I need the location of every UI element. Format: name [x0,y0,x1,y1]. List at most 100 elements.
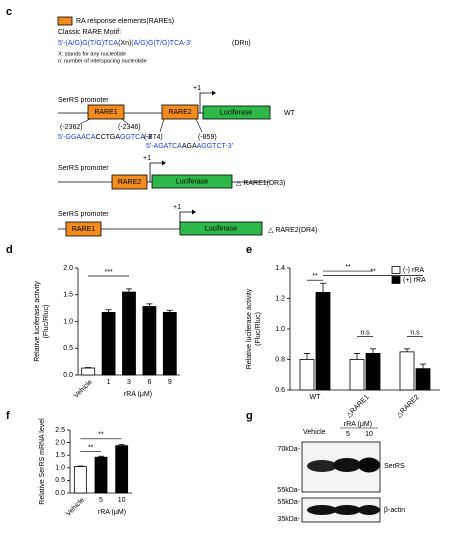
protein-label: β-actin [384,507,405,514]
y-tick-label: 1.0 [63,318,73,325]
y-tick-label: 0.8 [275,356,285,363]
reporter-box [179,221,263,236]
protein-label: SerRS [384,463,405,470]
site-sequence: 5'-AGATCAAGAAGGTCT-3' [146,143,233,150]
significance-label: ** [98,432,104,439]
sequence-part: GGTCA-3' [120,134,152,141]
bar [101,312,116,376]
x-tick-label: 5 [99,497,103,504]
bar [399,351,415,391]
bar [142,306,157,376]
tss-arrowhead [192,209,196,215]
bar [349,359,365,391]
reporter-label: Luciferase [220,109,252,116]
blot-band [307,460,337,472]
tss-arrowhead [162,160,166,166]
sequence-part: 5'-AGATCA [146,143,182,150]
y-axis-label: Relative SerRS mRNA level [39,418,46,505]
legend-label: (-) rRA [403,267,424,274]
construct-name: WT [284,110,296,117]
dose-label: 10 [365,431,373,438]
tss-label: +1 [193,85,201,92]
reporter-label: Luciferase [176,178,208,185]
tss-arrow [149,162,162,182]
marker-label: 35kDa- [277,516,300,523]
sequence-part: AGGTCT-3' [197,143,233,150]
y-tick-label: 1.5 [63,292,73,299]
x-tick-label: 6 [147,379,151,386]
tss-label: +1 [173,204,181,211]
blot-band [333,458,361,472]
panel-label: c [6,6,12,18]
promoter-label: SerRS promoter [58,211,109,218]
sequence-part: AGA [182,143,197,150]
panel-label: g [246,410,253,422]
reporter-label: Luciferase [205,225,237,232]
bar [73,466,87,494]
promoter-label: SerRS promoter [58,165,109,172]
rare-label: RARE1 [94,109,117,116]
blot-band [333,505,361,515]
y-tick-label: 0.0 [55,490,65,497]
bar [315,291,331,391]
bar [115,445,129,494]
rare-box [161,104,199,120]
x-tick-label: 1 [107,379,111,386]
reporter-box [151,174,233,189]
reporter-box [202,105,271,120]
y-tick-label: 2.0 [63,265,73,272]
significance-label: ** [312,273,318,280]
y-tick-label: 1.0 [55,465,65,472]
bar [415,368,431,391]
panel-label: d [6,244,13,256]
pointer [159,118,165,133]
x-tick-label: △RARE2 [395,394,420,419]
y-tick-label: 1.5 [55,452,65,459]
pointer [195,118,203,133]
sequence-part: 5'-GGAACA [58,134,96,141]
tss-arrow [199,92,212,113]
sequence-part: CCTGA [96,134,121,141]
marker-label: 55kDa- [277,487,300,494]
rare-label: RARE2 [118,179,141,186]
y-tick-label: 1.2 [275,295,285,302]
significance-label: *** [105,269,113,276]
bar [365,352,381,391]
significance-label: n.s [410,329,420,336]
significance-label: ** [345,264,351,271]
panel-label: e [246,244,252,256]
motif-name: (DRn) [232,40,251,47]
y-axis-label: (Fluc/Rluc) [255,312,262,346]
pointer [79,118,91,125]
y-tick-label: 1.0 [275,326,285,333]
panel-label: f [6,410,10,422]
bar [122,291,136,376]
legend-swatch [57,16,73,26]
blot-band [358,457,380,473]
blot-band [358,505,380,515]
bar [299,359,315,391]
tss-arrowhead [212,90,216,96]
site-coordinate: (-874) [144,134,163,141]
x-tick-label: 10 [118,497,126,504]
rare-box [65,221,102,237]
note: X: stands for any nucleotide [58,51,126,57]
note: n: number of interspacing nucleotide [58,58,147,64]
significance-label: ** [370,268,376,275]
blot-band [307,505,337,515]
condition-label: Vehicle [303,429,326,436]
x-axis-label: rRA (μM) [98,509,126,516]
motif-part: (A/G)G(T/G)TCA-3' [131,40,191,47]
rare-label: RARE1 [72,226,95,233]
rare-label: RARE2 [168,109,191,116]
y-axis-label: Relative luciferase activity [246,288,253,369]
marker-label: 55kDa- [277,499,300,506]
y-tick-label: 0.5 [63,345,73,352]
x-tick-label: WT [310,394,322,401]
treatment-label: rRA (μM) [344,421,372,428]
pointer [121,118,129,125]
x-tick-label: 9 [168,379,172,386]
y-tick-label: 0.5 [55,477,65,484]
bar [94,456,108,494]
site-coordinate: (-2346) [118,124,141,131]
